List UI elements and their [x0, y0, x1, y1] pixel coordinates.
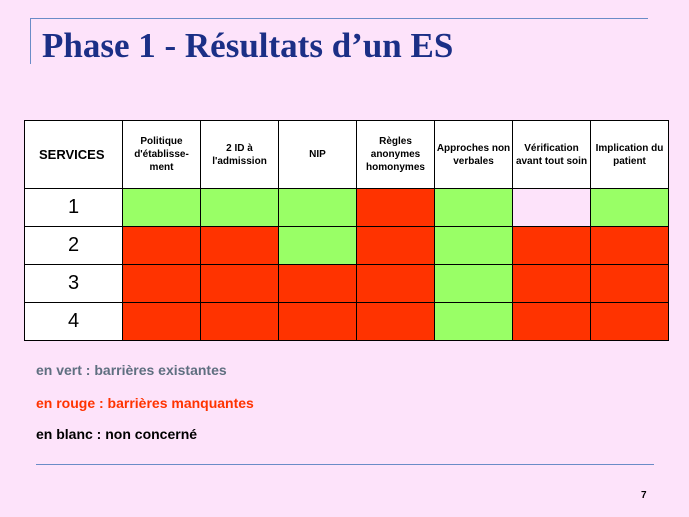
- status-cell-red: [278, 264, 357, 303]
- status-cell-red: [356, 188, 435, 227]
- status-cell-red: [512, 302, 591, 341]
- status-cell-green: [590, 188, 669, 227]
- services-header: SERVICES: [24, 120, 123, 189]
- table-row: 2: [24, 226, 669, 265]
- column-header: Implication du patient: [590, 120, 669, 189]
- status-cell-red: [356, 302, 435, 341]
- column-header: Règles anonymes homonymes: [356, 120, 435, 189]
- column-header: NIP: [278, 120, 357, 189]
- column-header: 2 ID à l'admission: [200, 120, 279, 189]
- service-number: 4: [24, 302, 123, 341]
- legend-green: en vert : barrières existantes: [36, 362, 227, 378]
- status-cell-red: [512, 264, 591, 303]
- status-cell-red: [590, 264, 669, 303]
- status-cell-green: [434, 264, 513, 303]
- status-cell-red: [200, 302, 279, 341]
- status-cell-red: [356, 264, 435, 303]
- status-cell-green: [200, 188, 279, 227]
- bottom-rule: [36, 464, 654, 465]
- status-cell-red: [200, 226, 279, 265]
- status-cell-red: [356, 226, 435, 265]
- status-cell-green: [122, 188, 201, 227]
- status-cell-red: [590, 302, 669, 341]
- top-rule: [30, 18, 648, 19]
- status-cell-green: [278, 226, 357, 265]
- status-cell-green: [434, 188, 513, 227]
- legend-red: en rouge : barrières manquantes: [36, 395, 254, 411]
- status-cell-green: [434, 302, 513, 341]
- status-cell-red: [122, 264, 201, 303]
- status-cell-red: [200, 264, 279, 303]
- status-cell-red: [512, 226, 591, 265]
- status-cell-red: [122, 226, 201, 265]
- service-number: 1: [24, 188, 123, 227]
- page-number: 7: [641, 490, 647, 501]
- status-cell-red: [278, 302, 357, 341]
- table-row: 4: [24, 302, 669, 341]
- slide-title: Phase 1 - Résultats d’un ES: [42, 26, 454, 65]
- table-row: 1: [24, 188, 669, 227]
- column-header: Politique d'établisse-ment: [122, 120, 201, 189]
- results-table: SERVICES Politique d'établisse-ment 2 ID…: [24, 120, 669, 341]
- table-row: 3: [24, 264, 669, 303]
- status-cell-white: [512, 188, 591, 227]
- status-cell-green: [434, 226, 513, 265]
- left-rule: [30, 18, 31, 64]
- column-header: Vérification avant tout soin: [512, 120, 591, 189]
- header-row: SERVICES Politique d'établisse-ment 2 ID…: [24, 120, 669, 189]
- status-cell-red: [122, 302, 201, 341]
- column-header: Approches non verbales: [434, 120, 513, 189]
- legend-white: en blanc : non concerné: [36, 426, 198, 442]
- service-number: 3: [24, 264, 123, 303]
- service-number: 2: [24, 226, 123, 265]
- status-cell-red: [590, 226, 669, 265]
- status-cell-green: [278, 188, 357, 227]
